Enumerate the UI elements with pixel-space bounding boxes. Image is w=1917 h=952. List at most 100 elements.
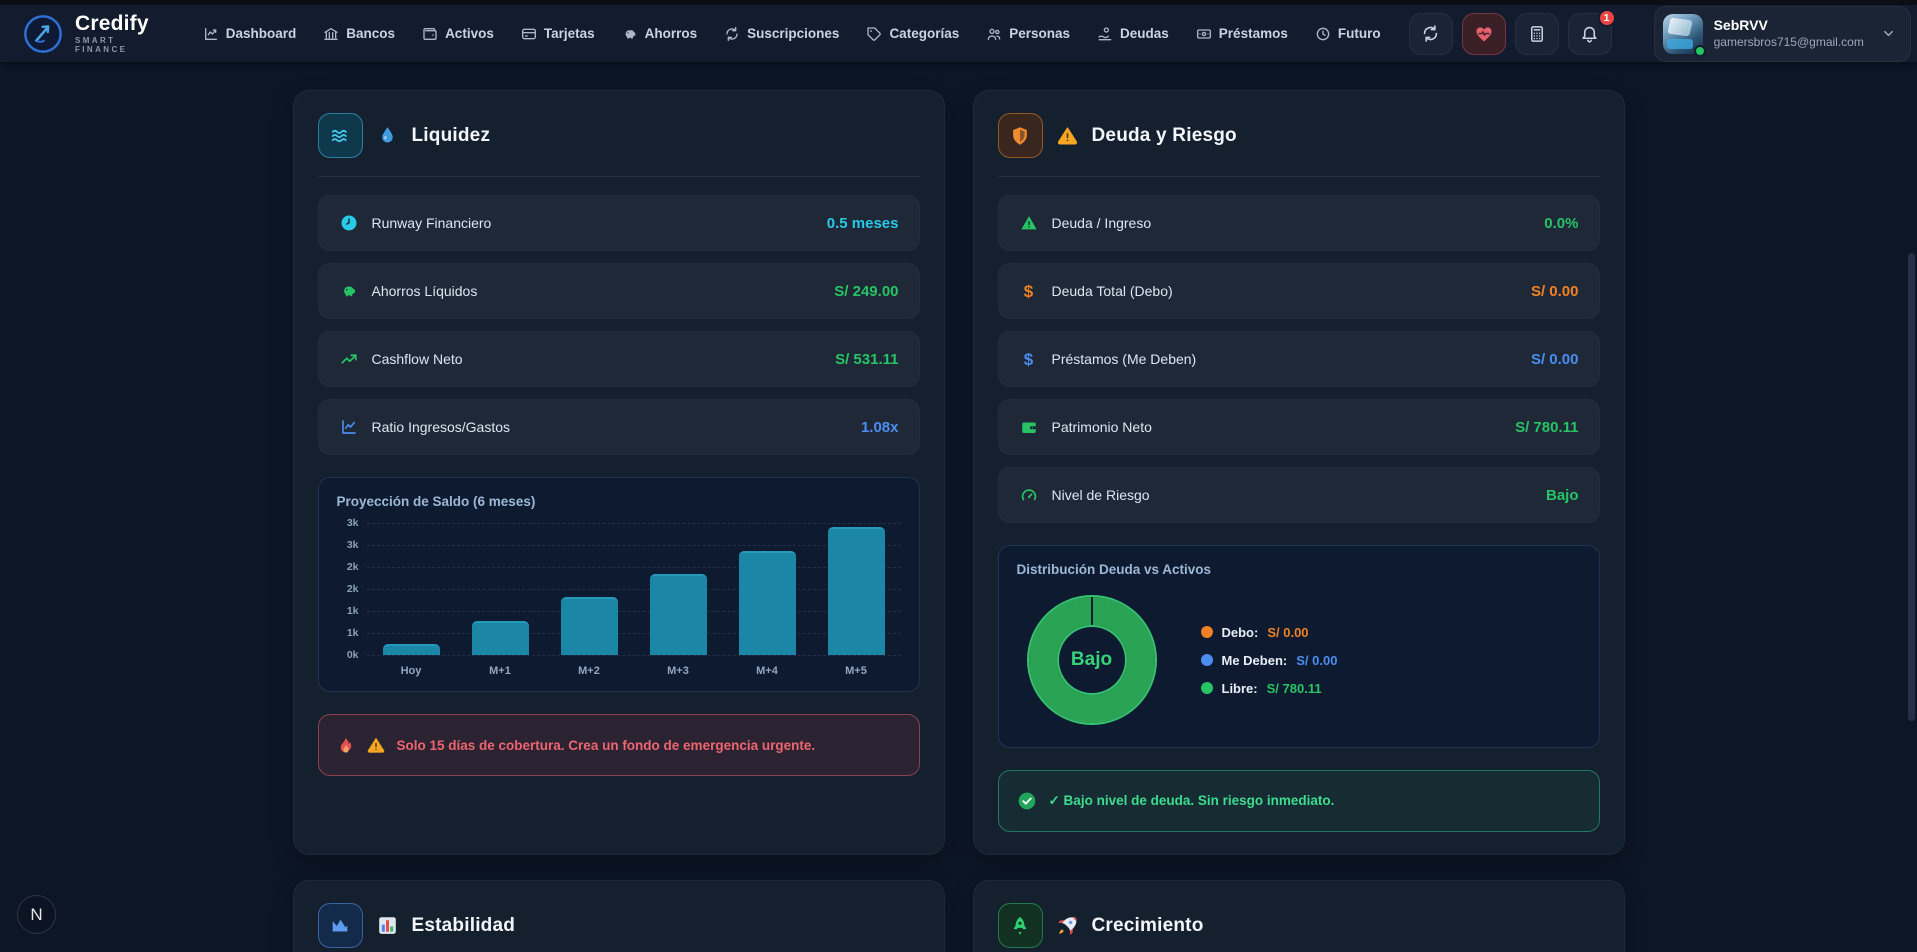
metric-label: Préstamos (Me Deben) <box>1051 351 1197 367</box>
nav-item-ahorros[interactable]: Ahorros <box>622 26 698 42</box>
chart-y-tick: 3k <box>346 517 359 529</box>
nav-item-futuro[interactable]: Futuro <box>1315 26 1381 42</box>
metric-row-prestamos[interactable]: $ Préstamos (Me Deben) S/ 0.00 <box>997 331 1600 387</box>
nextjs-dev-badge[interactable]: N <box>17 895 56 934</box>
metric-label: Ratio Ingresos/Gastos <box>371 419 511 435</box>
metric-value: S/ 249.00 <box>834 282 899 300</box>
metric-row-deuda-ingreso[interactable]: Deuda / Ingreso 0.0% <box>997 195 1600 251</box>
gauge-icon <box>1019 486 1039 504</box>
user-menu[interactable]: SebRVV gamersbros715@gmail.com <box>1653 5 1911 62</box>
chart-x-label: M+1 <box>489 665 511 677</box>
topbar: Credify SMART FINANCE Dashboard Bancos A… <box>0 0 1917 62</box>
nav-label: Ahorros <box>644 26 698 41</box>
refresh-button[interactable] <box>1408 12 1453 55</box>
card-deuda-riesgo: Deuda y Riesgo Deuda / Ingreso 0.0% $ De… <box>972 90 1625 855</box>
metric-value: S/ 780.11 <box>1515 418 1579 436</box>
online-status-dot <box>1693 44 1706 57</box>
topbar-actions: 1 <box>1408 8 1616 55</box>
area-chart-icon <box>317 903 363 948</box>
chart-x-label: M+5 <box>845 665 867 677</box>
metric-value: S/ 0.00 <box>1530 282 1579 300</box>
banknote-icon <box>1196 28 1211 39</box>
legend-dot-blue <box>1200 654 1213 666</box>
metric-row-ahorros[interactable]: Ahorros Líquidos S/ 249.00 <box>317 263 920 319</box>
clock-icon <box>1316 27 1330 40</box>
calculator-button[interactable] <box>1514 12 1559 55</box>
chart-bar-M+2 <box>560 597 618 655</box>
calculator-icon <box>1530 25 1543 42</box>
metric-value: Bajo <box>1545 486 1579 504</box>
metric-row-cashflow[interactable]: Cashflow Neto S/ 531.11 <box>317 331 920 387</box>
nav-label: Futuro <box>1337 26 1381 41</box>
brand[interactable]: Credify SMART FINANCE <box>22 13 149 55</box>
donut-center-label: Bajo <box>1070 649 1113 670</box>
chart-x-label: M+4 <box>756 665 778 677</box>
bar-chart-emoji-icon <box>378 917 396 934</box>
donut-legend: Debo: S/ 0.00 Me Deben: S/ 0.00 Libre: S… <box>1200 624 1338 696</box>
notifications-button[interactable]: 1 <box>1567 8 1616 55</box>
card-title: Liquidez <box>411 124 491 146</box>
success-text: ✓ Bajo nivel de deuda. Sin riesgo inmedi… <box>1048 793 1335 808</box>
debt-donut-chart: Bajo <box>1028 597 1155 723</box>
chart-gridline <box>366 567 901 568</box>
nav-item-prestamos[interactable]: Préstamos <box>1196 26 1288 42</box>
metric-row-deuda-total[interactable]: $ Deuda Total (Debo) S/ 0.00 <box>997 263 1600 319</box>
nav-item-suscripciones[interactable]: Suscripciones <box>724 26 839 42</box>
scrollbar-thumb[interactable] <box>1908 253 1915 721</box>
debt-distribution-panel: Distribución Deuda vs Activos Bajo Debo:… <box>997 545 1600 748</box>
nav-label: Préstamos <box>1218 26 1288 41</box>
chart-x-axis: Hoy M+1 M+2 M+3 M+4 M+5 <box>367 665 901 677</box>
hand-coin-icon <box>1098 26 1112 40</box>
legend-value: S/ 0.00 <box>1267 624 1309 640</box>
metric-label: Ahorros Líquidos <box>371 283 478 299</box>
health-button[interactable] <box>1461 12 1506 55</box>
metric-row-patrimonio[interactable]: Patrimonio Neto S/ 780.11 <box>997 399 1600 455</box>
nav-item-personas[interactable]: Personas <box>986 26 1070 42</box>
chart-y-tick: 1k <box>346 605 359 617</box>
nav-item-tarjetas[interactable]: Tarjetas <box>521 26 595 42</box>
nav-item-categorias[interactable]: Categorías <box>866 26 959 42</box>
donut-title: Distribución Deuda vs Activos <box>1016 562 1212 577</box>
card-crecimiento: Crecimiento Patrimonio Neto S/ 780.11 Ta… <box>972 880 1625 952</box>
clock-icon <box>339 214 359 232</box>
nav-label: Deudas <box>1120 26 1169 41</box>
users-icon <box>987 28 1001 40</box>
wallet-icon <box>423 27 437 40</box>
brand-name: Credify <box>75 12 149 36</box>
main-nav: Dashboard Bancos Activos Tarjetas Ahorro… <box>203 26 1381 42</box>
chart-gridline <box>366 611 901 612</box>
metric-row-riesgo[interactable]: Nivel de Riesgo Bajo <box>997 467 1600 523</box>
chart-bar-M+5 <box>827 527 885 655</box>
legend-label: Debo: <box>1221 624 1259 640</box>
nav-item-dashboard[interactable]: Dashboard <box>203 26 297 42</box>
tag-icon <box>867 26 882 41</box>
chart-x-label: M+2 <box>578 665 600 677</box>
nav-item-activos[interactable]: Activos <box>422 26 494 42</box>
chart-gridline <box>366 633 901 634</box>
chevron-down-icon <box>1883 30 1893 37</box>
trending-up-icon <box>339 350 359 368</box>
metric-row-runway[interactable]: Runway Financiero 0.5 meses <box>317 195 920 251</box>
card-estabilidad: Estabilidad Consistencia Ingresos Establ… <box>292 880 945 952</box>
chart-gridline <box>366 545 901 546</box>
legend-value: S/ 0.00 <box>1296 652 1338 668</box>
chart-bar-Hoy <box>382 644 440 655</box>
bank-icon <box>324 27 338 40</box>
avatar <box>1662 13 1706 57</box>
chart-y-tick: 1k <box>346 627 359 639</box>
chart-bar-M+4 <box>738 550 796 655</box>
rocket-icon <box>997 903 1043 948</box>
nav-label: Dashboard <box>225 26 297 41</box>
legend-label: Libre: <box>1221 680 1258 696</box>
chart-y-tick: 3k <box>346 539 359 551</box>
chart-gridline <box>366 589 901 590</box>
chart-bars <box>367 523 901 655</box>
nav-item-deudas[interactable]: Deudas <box>1097 26 1169 42</box>
nav-item-bancos[interactable]: Bancos <box>323 26 395 42</box>
metric-row-ratio[interactable]: Ratio Ingresos/Gastos 1.08x <box>317 399 920 455</box>
nav-label: Bancos <box>346 26 396 41</box>
chart-y-tick: 2k <box>346 583 359 595</box>
legend-value: S/ 780.11 <box>1266 680 1322 696</box>
chart-bar-M+1 <box>471 620 529 655</box>
nav-label: Activos <box>445 26 494 41</box>
